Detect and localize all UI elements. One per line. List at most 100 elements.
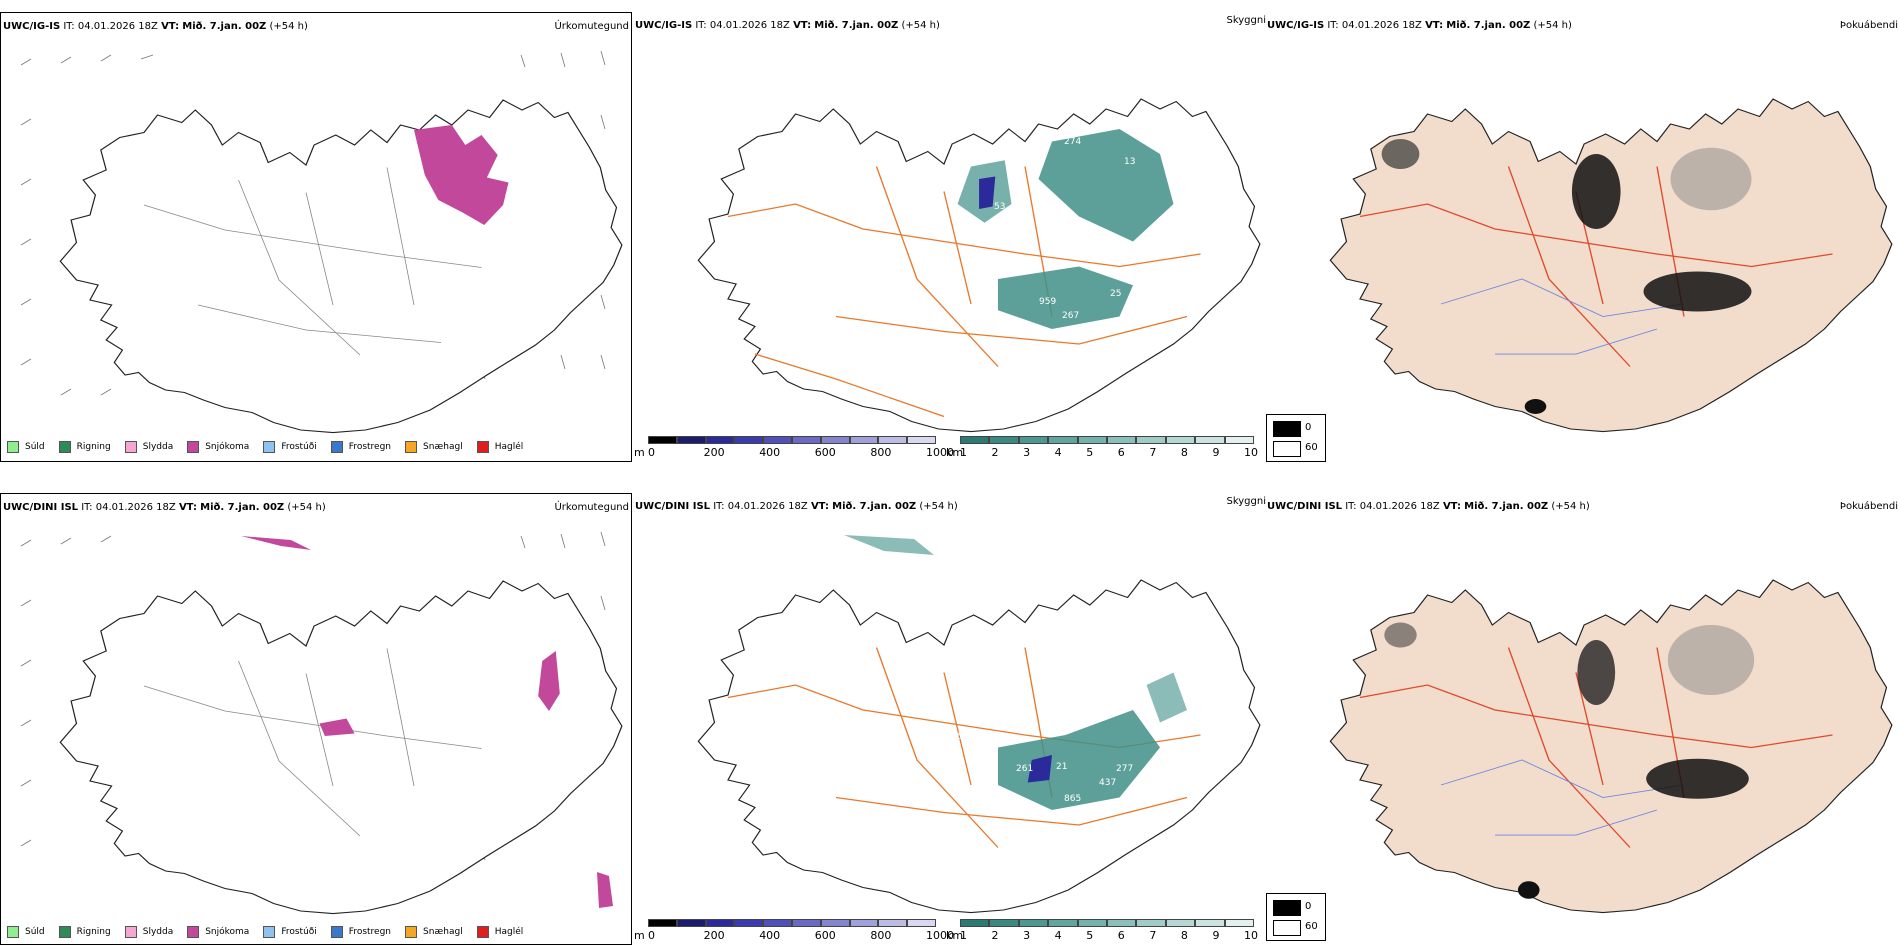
panel-title: UWC/DINI ISL IT: 04.01.2026 18Z VT: Mið.…: [635, 501, 958, 512]
legend-item: Snæhagl: [405, 926, 463, 938]
legend-item: Snæhagl: [405, 441, 463, 453]
visibility-colorbar-km: km 1 2 3 4 5 6 7 8 9 10: [946, 919, 1258, 943]
colorbar-segment: [1077, 919, 1107, 927]
vis-value: 437: [1099, 778, 1116, 788]
colorbar-segment: [705, 436, 735, 444]
colorbar-segment: [763, 919, 792, 927]
fog-legend: 0 60: [1266, 414, 1326, 462]
fog-label: 0: [1305, 901, 1312, 912]
panel-label: Þokuábendi: [1839, 20, 1898, 31]
lead-time: (+54 h): [1551, 501, 1590, 512]
vis-value: 13: [1124, 157, 1135, 167]
legend-item: Slydda: [124, 441, 173, 453]
iceland-visibility-map: 115 261 21 277 437 865 31 75: [697, 535, 1261, 914]
legend-swatch: [58, 926, 71, 938]
iceland-precip-map: [20, 531, 623, 915]
valid-time: Mið. 7.jan. 00Z: [1464, 501, 1549, 512]
legend-item: Slydda: [124, 926, 173, 938]
legend-swatch: [124, 926, 137, 938]
legend-swatch: [58, 441, 71, 453]
precip-type-legend: Súld Rigning Slydda Snjókoma Frostúði Frostre…: [7, 441, 537, 453]
legend-swatch: [330, 926, 343, 938]
legend-label: Frostúði: [281, 927, 317, 937]
legend-swatch: [7, 926, 19, 938]
colorbar-tick: 5: [1086, 929, 1094, 942]
vis-value: 261: [1016, 764, 1033, 774]
visibility-colorbar-km: km 1 2 3 4 5 6 7 8 9 10: [946, 436, 1258, 460]
colorbar-tick: 800: [870, 929, 892, 942]
visibility-colorbar-m: m 0 200 400 600 800 1000: [634, 436, 954, 460]
fog-legend: 0 60: [1266, 893, 1326, 941]
colorbar-segment: [878, 919, 908, 927]
legend-swatch: [7, 441, 19, 453]
panel-title: UWC/IG-IS IT: 04.01.2026 18Z VT: Mið. 7.…: [635, 20, 940, 31]
colorbar-segment: [648, 436, 677, 444]
legend-swatch: [405, 926, 418, 938]
valid-time: Mið. 7.jan. 00Z: [814, 20, 899, 31]
vis-value: 115: [946, 732, 963, 742]
precip-type-legend: Súld Rigning Slydda Snjókoma Frostúði Frostre…: [7, 926, 537, 938]
colorbar-segment: [763, 436, 792, 444]
colorbar-segment: [1018, 919, 1049, 927]
panel-title: UWC/IG-IS IT: 04.01.2026 18Z VT: Mið. 7.…: [1267, 20, 1572, 31]
legend-label: Rigning: [76, 927, 111, 937]
fog-swatch: [1273, 421, 1301, 437]
colorbar-segment: [1165, 436, 1196, 444]
panel-title: UWC/DINI ISL IT: 04.01.2026 18Z VT: Mið.…: [3, 502, 326, 513]
iceland-fog-map: [1329, 98, 1893, 433]
fog-swatch: [1273, 441, 1301, 457]
vis-value: 25: [1110, 289, 1121, 299]
legend-swatch: [263, 926, 276, 938]
lead-time: (+54 h): [901, 20, 940, 31]
colorbar-tick: 8: [1180, 929, 1188, 942]
legend-item: Snjókoma: [187, 441, 249, 453]
colorbar-segment: [1018, 436, 1049, 444]
colorbar-tick: 200: [703, 446, 725, 459]
vis-value: 267: [1062, 311, 1079, 321]
colorbar-segment: [878, 436, 908, 444]
colorbar-unit: km: [946, 446, 964, 459]
iceland-visibility-map: 274 13 53 18 959 267 25 3: [697, 98, 1261, 433]
valid-time: Mið. 7.jan. 00Z: [200, 502, 285, 513]
vis-value: 53: [994, 202, 1005, 212]
fog-label: 60: [1305, 442, 1318, 453]
legend-item: Haglél: [476, 926, 523, 938]
colorbar-segment: [820, 919, 850, 927]
panel-label: Skyggni: [1226, 496, 1266, 507]
legend-label: Frostregn: [348, 927, 392, 937]
legend-item: Súld: [7, 441, 45, 453]
panel-title: UWC/IG-IS IT: 04.01.2026 18Z VT: Mið. 7.…: [3, 21, 308, 32]
model-name: UWC/DINI ISL: [635, 501, 711, 512]
fog-swatch: [1273, 920, 1301, 936]
model-name: UWC/IG-IS: [635, 20, 693, 31]
init-time: 04.01.2026 18Z: [95, 502, 176, 513]
colorbar-segment: [1077, 436, 1107, 444]
colorbar-segment: [734, 919, 764, 927]
legend-label: Snjókoma: [205, 927, 250, 937]
vis-value: 18: [950, 265, 962, 275]
legend-item: Frostúði: [263, 441, 317, 453]
legend-label: Snæhagl: [423, 927, 463, 937]
colorbar-tick: 6: [1117, 446, 1125, 459]
vis-value: 21: [1056, 762, 1067, 772]
vis-value: 274: [1064, 137, 1081, 147]
colorbar-tick: 0: [648, 446, 655, 459]
legend-swatch: [330, 441, 343, 453]
colorbar-segment: [734, 436, 764, 444]
init-time: 04.01.2026 18Z: [709, 20, 790, 31]
colorbar-tick: 800: [870, 446, 892, 459]
visibility-panel-row2: UWC/DINI ISL IT: 04.01.2026 18Z VT: Mið.…: [634, 493, 1266, 945]
legend-label: Snæhagl: [423, 442, 463, 452]
colorbar-tick: 2: [991, 929, 999, 942]
legend-item: Rigning: [58, 926, 111, 938]
colorbar-tick: 600: [814, 446, 836, 459]
panel-label: Þokuábendi: [1839, 501, 1898, 512]
init-time: 04.01.2026 18Z: [727, 501, 808, 512]
colorbar-tick: 1: [960, 446, 967, 459]
colorbar-tick: 4: [1054, 446, 1062, 459]
legend-label: Snjókoma: [205, 442, 250, 452]
model-name: UWC/IG-IS: [1267, 20, 1325, 31]
colorbar-segment: [1224, 919, 1254, 927]
colorbar-tick: 2: [991, 446, 999, 459]
panel-label: Skyggni: [1226, 15, 1266, 26]
